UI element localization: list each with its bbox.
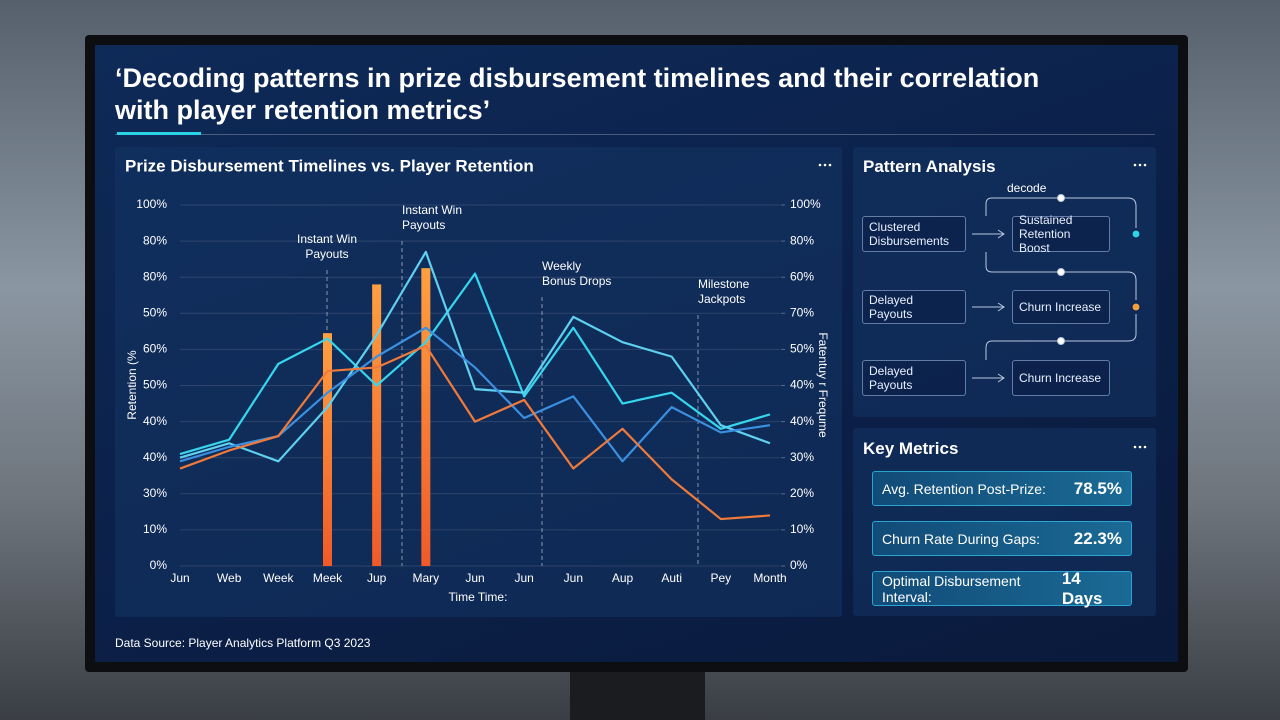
menu-icons	[818, 163, 1147, 449]
annotation: Payouts	[305, 247, 348, 261]
y-tick-label: 50%	[143, 305, 167, 319]
y2-axis-label: Fatentuy r Frequme	[816, 332, 830, 438]
metric-label: Avg. Retention Post-Prize:	[882, 480, 1046, 497]
flow-node: Churn Increase	[1012, 290, 1110, 324]
y-tick-label: 40%	[143, 450, 167, 464]
y2-tick-label: 60%	[790, 269, 814, 283]
divider-accent	[117, 132, 201, 135]
y-tick-label: 10%	[143, 522, 167, 536]
metric-label: Churn Rate During Gaps:	[882, 530, 1040, 547]
y-tick-label: 0%	[150, 558, 168, 572]
y-tick-label: 80%	[143, 269, 167, 283]
annotation: Bonus Drops	[542, 274, 611, 288]
annotation: Weekly	[542, 259, 581, 273]
y2-tick-label: 10%	[790, 522, 814, 536]
y-tick-label: 50%	[143, 378, 167, 392]
x-tick-label: Aup	[612, 571, 634, 585]
bar	[372, 284, 382, 566]
metric-row: Optimal Disbursement Interval: 14 Days	[872, 568, 1132, 608]
line	[179, 326, 771, 463]
annotation: Instant Win	[402, 203, 462, 217]
metric-value: 78.5%	[1073, 478, 1122, 498]
x-tick-label: Pey	[710, 571, 731, 585]
page-title: ‘Decoding patterns in prize disbursement…	[115, 63, 1040, 125]
pattern-title: Pattern Analysis	[863, 157, 996, 176]
y-tick-label: 100%	[136, 197, 167, 211]
y-axis-label: Retention (%	[125, 350, 139, 420]
annotation: Instant Win	[297, 232, 357, 246]
flow-node: Delayed Payouts	[862, 360, 966, 396]
x-tick-label: Jun	[564, 571, 583, 585]
flow-node: Churn Increase	[1012, 360, 1110, 396]
y2-tick-label: 20%	[790, 486, 814, 500]
y-tick-label: 60%	[143, 342, 167, 356]
bar	[421, 268, 431, 566]
edge-label: decode	[1007, 181, 1047, 195]
y2-tick-label: 70%	[790, 305, 814, 319]
x-tick-label: Jun	[514, 571, 533, 585]
annotation: Jackpots	[698, 292, 745, 306]
x-tick-label: Web	[217, 571, 242, 585]
line	[179, 272, 771, 456]
line	[179, 250, 771, 463]
metric-row: Churn Rate During Gaps: 22.3%	[872, 521, 1132, 556]
monitor-stand	[570, 672, 705, 720]
y-tick-label: 40%	[143, 414, 167, 428]
flow-node: Delayed Payouts	[862, 290, 966, 324]
chart-panel	[115, 147, 842, 617]
x-tick-label: Meek	[313, 571, 343, 585]
x-tick-label: Jup	[367, 571, 387, 585]
y2-tick-label: 30%	[790, 450, 814, 464]
x-tick-label: Month	[753, 571, 786, 585]
y2-tick-label: 40%	[790, 414, 814, 428]
x-tick-label: Week	[263, 571, 294, 585]
flow-connectors	[972, 194, 1141, 383]
annotation: Payouts	[402, 218, 445, 232]
y2-tick-label: 0%	[790, 558, 808, 572]
line	[179, 344, 771, 521]
x-tick-label: Jun	[170, 571, 189, 585]
metric-label: Optimal Disbursement Interval:	[882, 572, 1021, 605]
x-tick-label: Jun	[465, 571, 484, 585]
chart-title: Prize Disbursement Timelines vs. Player …	[125, 156, 534, 175]
bar	[323, 333, 332, 566]
metrics-title: Key Metrics	[863, 439, 959, 458]
x-tick-label: Auti	[661, 571, 682, 585]
annotation: Milestone	[698, 277, 750, 291]
y2-tick-label: 50%	[790, 342, 814, 356]
data-source: Data Source: Player Analytics Platform Q…	[115, 636, 371, 650]
flow-node: Sustained Retention Boost	[1012, 213, 1110, 255]
divider	[115, 134, 1155, 135]
metric-value: 14 Days	[1061, 568, 1103, 608]
y2-tick-label: 100%	[790, 197, 821, 211]
metric-value: 22.3%	[1073, 528, 1122, 548]
flow-node: Clustered Disbursements	[862, 216, 966, 252]
x-axis-label: Time Time:	[449, 590, 508, 604]
y2-tick-label: 80%	[790, 233, 814, 247]
y-tick-label: 30%	[143, 486, 167, 500]
metric-row: Avg. Retention Post-Prize: 78.5%	[872, 471, 1132, 506]
y-tick-label: 80%	[143, 233, 167, 247]
y2-tick-label: 40%	[790, 378, 814, 392]
x-tick-label: Mary	[412, 571, 439, 585]
